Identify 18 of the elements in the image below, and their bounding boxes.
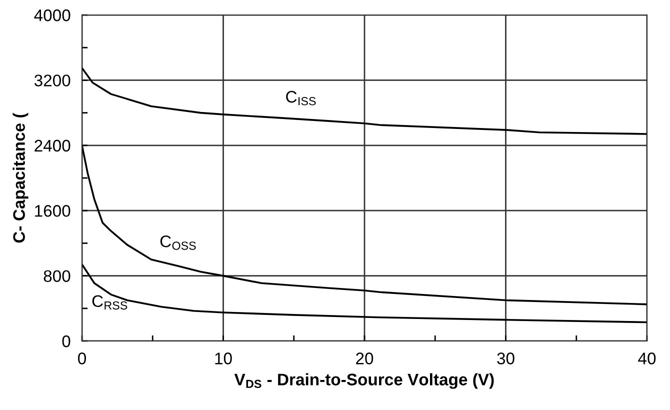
series-label: C$_{OSS}$ — [160, 235, 196, 250]
y-tick-label: 2400 — [34, 140, 70, 152]
y-tick-label: 4000 — [34, 9, 70, 22]
y-tick-label: 3200 — [34, 74, 70, 86]
y-tick-label: 1600 — [35, 205, 70, 217]
line-series — [82, 263, 647, 324]
x-tick-label: 30 — [497, 352, 514, 364]
x-tick-label: 20 — [356, 352, 374, 364]
x-tick-label: 0 — [78, 352, 86, 364]
y-axis-title: C- Capacitance ( — [12, 112, 28, 243]
x-axis-title: V$_{DS}$ - Drain-to-Source Voltage (V) — [234, 373, 494, 389]
x-tick-label: 10 — [215, 352, 232, 364]
x-tick-label: 40 — [638, 352, 656, 364]
y-tick-label: 800 — [44, 270, 70, 282]
y-tick-label: 0 — [62, 335, 70, 348]
series-label: C$_{ISS}$ — [286, 90, 316, 106]
line-series — [82, 67, 647, 135]
series-label: C$_{RSS}$ — [92, 295, 128, 310]
